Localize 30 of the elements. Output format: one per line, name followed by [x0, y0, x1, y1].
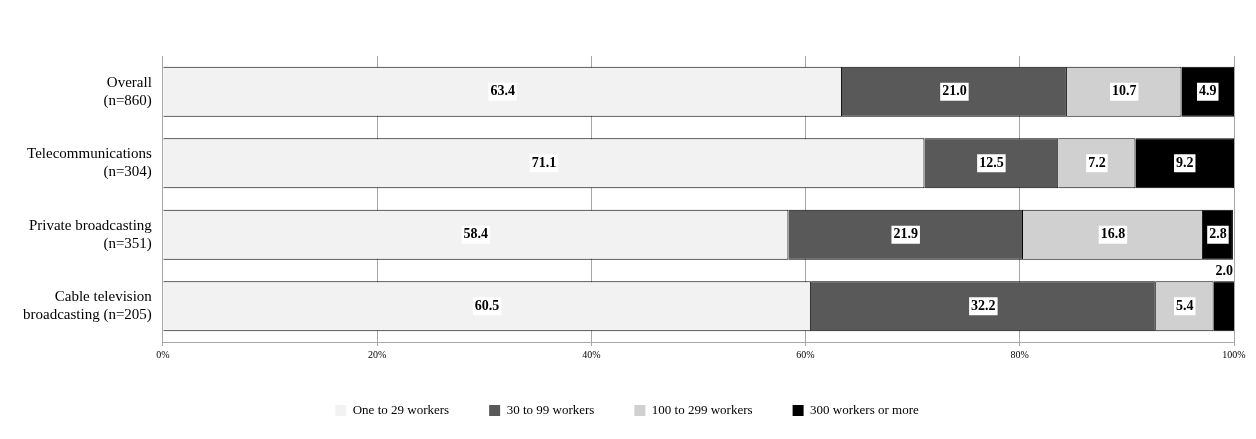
data-label: 2.0 [1215, 262, 1234, 278]
y-tick-label: Telecommunications (n=304) [27, 145, 152, 181]
data-label: 58.4 [463, 226, 489, 242]
legend-label: One to 29 workers [352, 401, 450, 417]
legend-label: 300 workers or more [810, 401, 919, 417]
x-tick-label: 60% [796, 348, 815, 360]
data-label: 16.8 [1100, 226, 1126, 242]
data-label: 2.8 [1209, 226, 1227, 242]
y-tick-label: Overall (n=860) [103, 73, 152, 109]
data-label: 71.1 [531, 154, 557, 170]
x-tick-label: 20% [367, 348, 387, 360]
data-label: 10.7 [1111, 83, 1137, 99]
data-label: 4.9 [1199, 83, 1217, 99]
x-tick-label: 80% [1010, 348, 1029, 360]
legend-label: 30 to 99 workers [506, 401, 595, 417]
legend-label: 100 to 299 workers [651, 401, 753, 417]
data-label: 5.4 [1175, 297, 1194, 313]
data-label: 60.5 [474, 297, 500, 313]
data-label: 32.2 [971, 297, 996, 313]
y-tick-label: Cable television broadcasting (n=205) [23, 288, 153, 324]
data-label: 7.2 [1088, 154, 1106, 170]
data-label: 12.5 [979, 154, 1004, 170]
y-tick-label: Private broadcasting (n=351) [28, 216, 153, 252]
x-tick-label: 0% [156, 348, 170, 360]
data-label: 9.2 [1175, 154, 1194, 170]
x-tick-label: 100% [1222, 348, 1246, 360]
x-tick-label: 40% [582, 348, 601, 360]
data-label: 63.4 [490, 83, 515, 99]
data-label: 21.0 [942, 83, 967, 99]
data-label: 21.9 [893, 226, 918, 242]
